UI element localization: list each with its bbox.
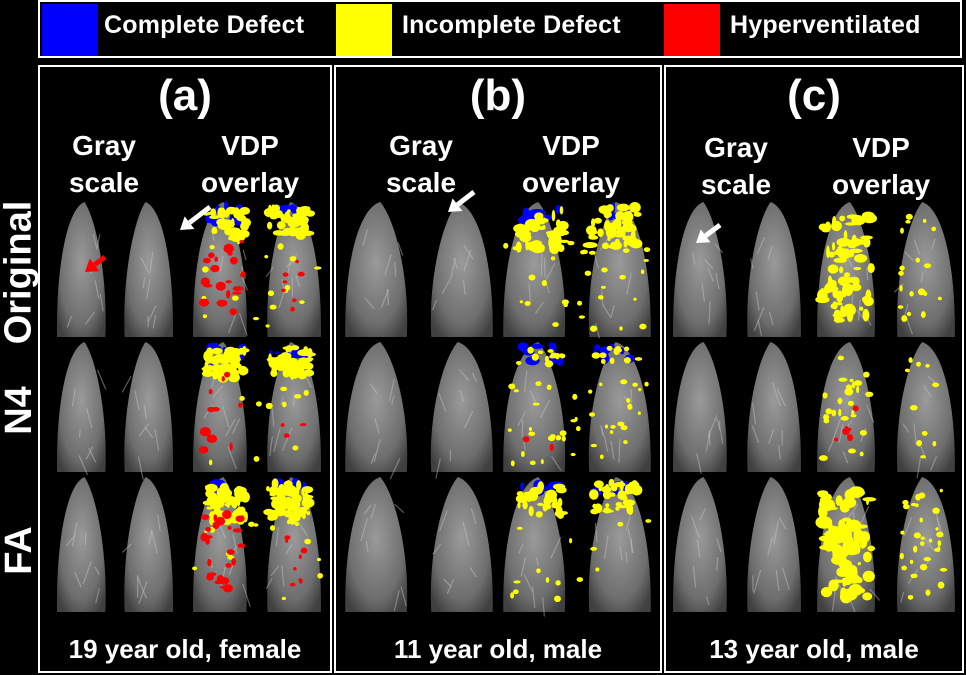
panel-a-caption: 19 year old, female [68, 634, 302, 664]
legend: Complete Defect Incomplete Defect Hyperv… [38, 0, 962, 58]
panel-c-vdp-overlay-row-3 [815, 477, 955, 612]
panel-b-vdp-overlay-row-3 [503, 477, 652, 617]
row-label-original: Original [0, 200, 40, 345]
panel-c-gray-scan-row-3 [673, 477, 801, 612]
panel-c-scans [673, 202, 955, 612]
panel-a-title: (a) [158, 71, 212, 120]
panel-a-vdp-overlay-row-2 [193, 342, 321, 472]
panel-c-gray-scale-label: Gray scale [700, 132, 772, 200]
panel-b-caption: 11 year old, male [393, 634, 603, 664]
panel-c-gray-scan-row-2 [673, 342, 801, 475]
panel-b-gray-scan-row-3 [345, 477, 493, 612]
row-label-n4: N4 [0, 385, 40, 435]
panel-c-title: (c) [787, 71, 841, 120]
panel-b-white-arrow [448, 190, 476, 212]
panel-a-gray-scan-row-2 [56, 342, 174, 480]
legend-swatch-hyperventilated [664, 4, 720, 56]
row-label-fa: FA [0, 525, 40, 575]
panel-b-vdp-overlay-row-2 [503, 341, 651, 472]
panel-c-gray-scan-row-1 [673, 202, 801, 337]
panel-a-white-arrow [180, 205, 212, 230]
panel-c-vdp-overlay-row-2 [817, 342, 955, 479]
legend-label-hyperventilated: Hyperventilated [730, 11, 921, 39]
panel-c-vdp-overlay-row-1 [815, 202, 955, 337]
panel-c-vdp-overlay-label: VDP overlay [831, 132, 931, 200]
panel-b-gray-scan-row-1 [345, 202, 493, 337]
panel-a-gray-scan-row-3 [56, 477, 174, 612]
panel-a-vdp-overlay-row-3 [192, 477, 324, 612]
panel-b-vdp-overlay-row-1 [503, 202, 651, 339]
legend-label-complete-defect: Complete Defect [104, 11, 305, 39]
panel-b-title: (b) [469, 71, 527, 120]
panel-b-gray-scale-label: Gray scale [385, 130, 457, 198]
legend-swatch-incomplete-defect [336, 4, 392, 56]
panel-b-scans [345, 190, 652, 617]
panel-a: (a) Gray scale VDP overlay 19 year old, … [38, 65, 332, 673]
panel-a-vdp-overlay-row-1 [193, 200, 322, 337]
panel-c: (c) Gray scale VDP overlay 13 year old, … [664, 65, 964, 673]
panel-b: (b) Gray scale VDP overlay 11 year old, … [334, 65, 662, 673]
panel-b-gray-scan-row-2 [345, 342, 493, 480]
legend-swatch-complete-defect [42, 4, 98, 56]
panel-b-vdp-overlay-label: VDP overlay [521, 130, 621, 198]
panel-a-gray-scan-row-1 [56, 202, 174, 337]
panel-c-caption: 13 year old, male [709, 634, 919, 664]
panel-a-gray-scale-label: Gray scale [68, 130, 140, 198]
legend-label-incomplete-defect: Incomplete Defect [402, 11, 621, 39]
panel-a-scans [56, 200, 324, 612]
panel-a-red-arrow [85, 255, 107, 272]
panel-a-vdp-overlay-label: VDP overlay [200, 130, 300, 198]
